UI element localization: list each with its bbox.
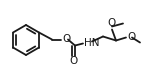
Text: O: O [70, 56, 78, 67]
Text: HN: HN [84, 37, 100, 47]
Text: O: O [62, 34, 70, 43]
Text: O: O [127, 31, 135, 41]
Text: O: O [108, 17, 116, 27]
